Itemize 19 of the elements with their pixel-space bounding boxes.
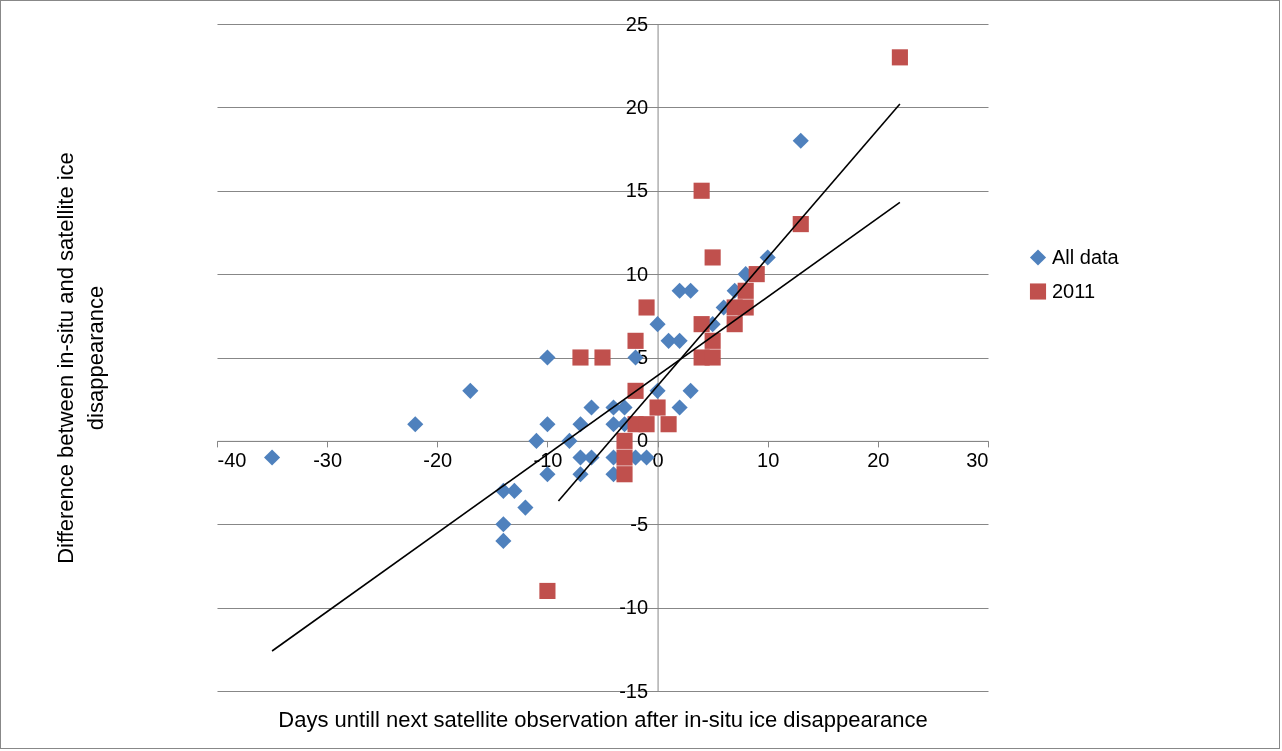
x-tick-label: -30 [313,449,343,472]
x-tick-label: -20 [423,449,453,472]
y-tick-label: 20 [625,95,649,118]
x-tick-label: -40 [217,449,247,472]
x-tick-label: 30 [966,449,989,472]
y-tick-label: -10 [619,596,649,619]
legend-label: 2011 [1052,279,1096,302]
y-tick-label: 0 [636,429,649,452]
x-tick-label: 10 [757,449,780,472]
x-tick-label: 20 [867,449,890,472]
y-tick-label: -15 [619,679,649,702]
y-tick-label: 25 [625,12,649,35]
x-axis-title: Days untill next satellite observation after in-situ ice disappearance [278,706,928,732]
legend-label: All data [1052,245,1120,268]
y-tick-label: 10 [625,262,649,285]
y-tick-label: -5 [630,512,649,535]
y-tick-label: 15 [625,179,649,202]
y-axis-title: Difference between in-situ and satellite ice disappearance [52,152,108,564]
x-tick-label: 0 [652,449,664,472]
